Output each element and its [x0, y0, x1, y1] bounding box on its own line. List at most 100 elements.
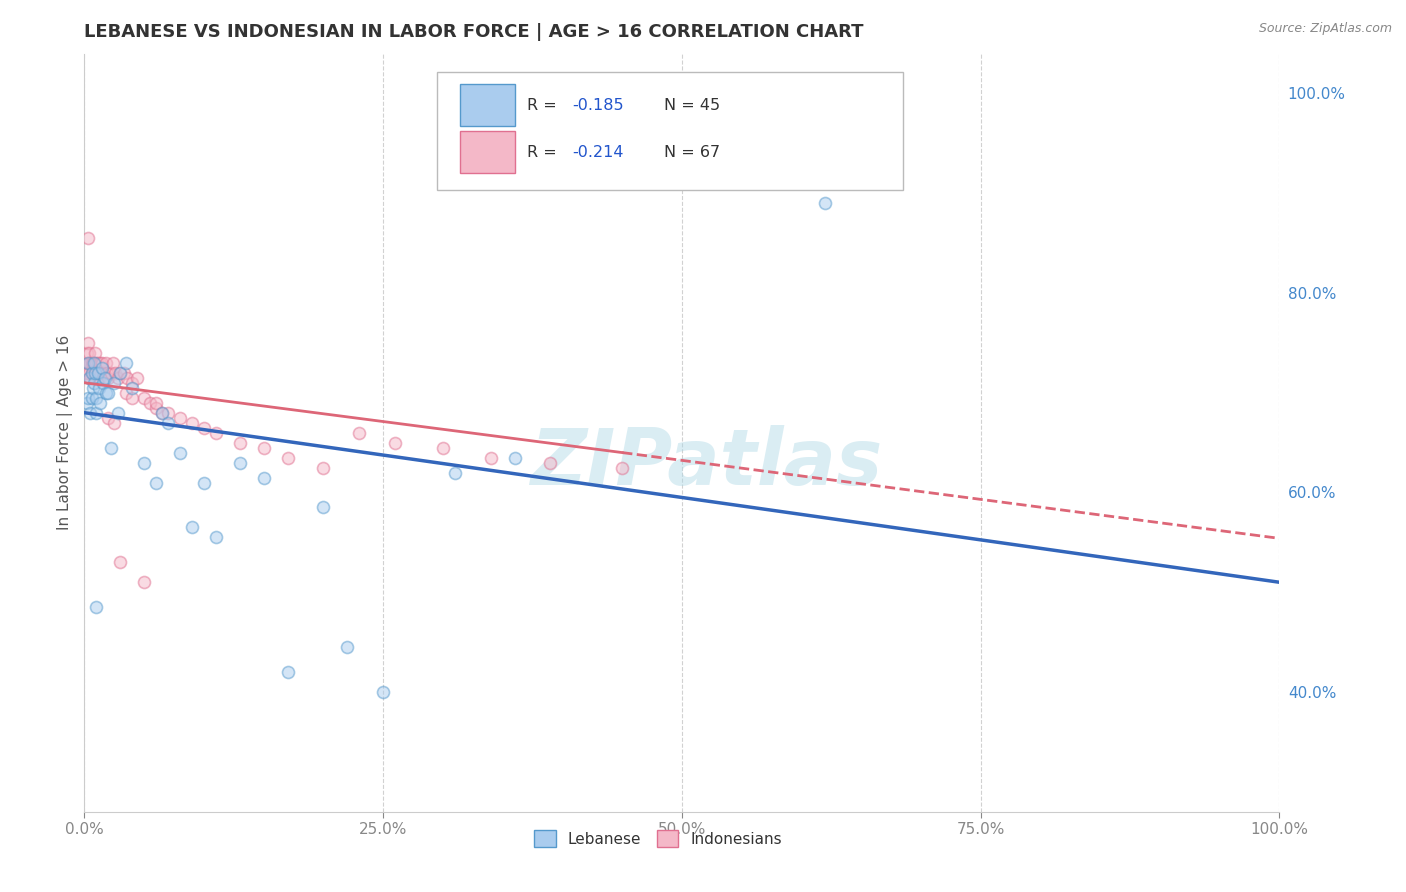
Point	[82, 356, 104, 370]
Point	[181, 416, 204, 430]
Point	[145, 475, 167, 490]
Point	[79, 370, 101, 384]
Point	[77, 370, 100, 384]
Point	[93, 370, 115, 384]
Point	[612, 460, 634, 475]
Point	[336, 640, 359, 654]
Point	[312, 460, 335, 475]
Text: N = 45: N = 45	[664, 97, 720, 112]
Point	[80, 391, 103, 405]
Point	[91, 356, 114, 370]
Text: -0.185: -0.185	[572, 97, 624, 112]
Point	[94, 385, 117, 400]
Point	[132, 391, 156, 405]
Point	[205, 530, 228, 544]
Point	[479, 450, 502, 465]
Point	[110, 366, 132, 380]
Point	[77, 356, 100, 370]
Point	[82, 366, 104, 380]
Point	[86, 356, 108, 370]
Point	[80, 366, 103, 380]
Point	[83, 356, 105, 370]
Point	[121, 376, 143, 390]
Point	[132, 456, 156, 470]
Point	[84, 370, 107, 384]
Point	[76, 346, 98, 360]
Point	[93, 376, 115, 390]
Point	[86, 366, 108, 380]
Point	[503, 450, 526, 465]
Point	[79, 406, 101, 420]
Point	[79, 356, 101, 370]
Point	[150, 406, 173, 420]
Point	[121, 391, 143, 405]
Point	[97, 370, 120, 384]
Point	[157, 416, 180, 430]
Point	[91, 360, 114, 375]
Point	[110, 555, 132, 569]
Point	[373, 685, 395, 699]
Text: ZIPatlas: ZIPatlas	[530, 425, 882, 501]
Point	[97, 385, 120, 400]
Point	[84, 366, 107, 380]
Point	[97, 410, 120, 425]
Point	[253, 470, 276, 484]
Point	[77, 391, 100, 405]
Point	[100, 441, 122, 455]
Point	[76, 366, 98, 380]
Point	[89, 395, 111, 409]
Point	[87, 366, 110, 380]
Point	[82, 381, 104, 395]
Point	[77, 356, 100, 370]
FancyBboxPatch shape	[437, 72, 903, 190]
Point	[75, 366, 97, 380]
Point	[253, 441, 276, 455]
Point	[83, 356, 105, 370]
Point	[101, 356, 124, 370]
Point	[157, 406, 180, 420]
Point	[277, 450, 299, 465]
Point	[193, 475, 215, 490]
Point	[86, 391, 108, 405]
Point	[83, 376, 105, 390]
Point	[86, 356, 108, 370]
Point	[80, 356, 103, 370]
Point	[205, 425, 228, 440]
Text: Source: ZipAtlas.com: Source: ZipAtlas.com	[1258, 22, 1392, 36]
Point	[86, 366, 108, 380]
Point	[139, 395, 162, 409]
Point	[76, 395, 98, 409]
Point	[121, 381, 143, 395]
Y-axis label: In Labor Force | Age > 16: In Labor Force | Age > 16	[58, 335, 73, 530]
Point	[77, 346, 100, 360]
Point	[117, 370, 139, 384]
Point	[277, 665, 299, 679]
Point	[132, 575, 156, 590]
Point	[104, 366, 127, 380]
Point	[115, 356, 138, 370]
Point	[115, 385, 138, 400]
Point	[384, 435, 406, 450]
Point	[77, 231, 100, 245]
Point	[540, 456, 562, 470]
Point	[90, 366, 112, 380]
Point	[107, 406, 129, 420]
Point	[100, 366, 122, 380]
Point	[93, 366, 115, 380]
Point	[125, 370, 148, 384]
Point	[229, 456, 252, 470]
Point	[86, 600, 108, 615]
Point	[86, 366, 108, 380]
Point	[181, 520, 204, 534]
Point	[103, 416, 125, 430]
Point	[349, 425, 371, 440]
Point	[87, 381, 110, 395]
Point	[96, 366, 118, 380]
Text: R =: R =	[527, 97, 561, 112]
Text: -0.214: -0.214	[572, 145, 623, 160]
FancyBboxPatch shape	[460, 84, 515, 127]
Point	[169, 445, 191, 459]
Point	[112, 366, 135, 380]
Point	[814, 196, 837, 211]
Point	[87, 370, 110, 384]
